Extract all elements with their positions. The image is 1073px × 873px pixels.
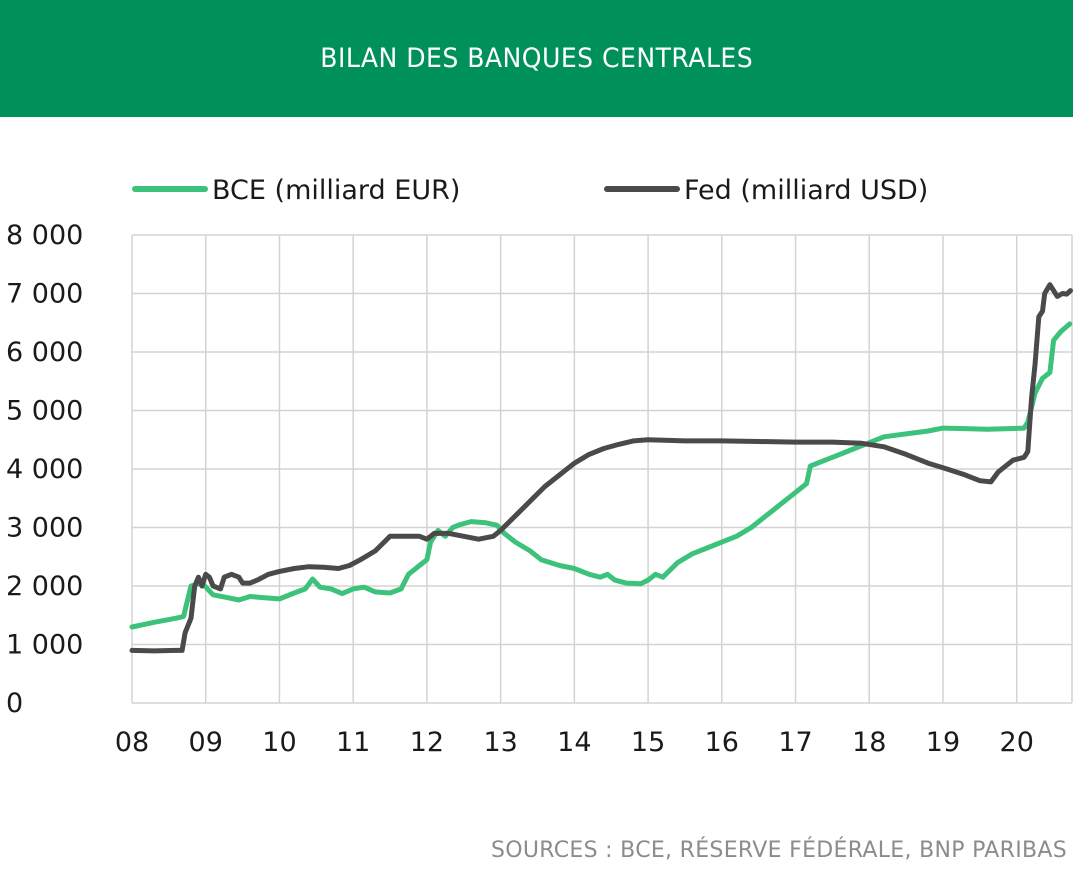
- y-tick-label: 6 000: [6, 337, 83, 368]
- x-tick-label: 19: [926, 727, 960, 758]
- x-tick-label: 18: [852, 727, 886, 758]
- series-lines: [129, 282, 1073, 654]
- series-line-bce: [129, 321, 1073, 630]
- x-tick-label: 16: [705, 727, 739, 758]
- y-tick-label: 5 000: [6, 396, 83, 427]
- y-tick-label: 3 000: [6, 513, 83, 544]
- y-tick-label: 1 000: [6, 630, 83, 661]
- source-note: SOURCES : BCE, RÉSERVE FÉDÉRALE, BNP PAR…: [490, 838, 1067, 863]
- y-tick-label: 0: [6, 688, 23, 719]
- legend: BCE (milliard EUR) Fed (milliard USD): [132, 175, 928, 206]
- x-tick-label: 12: [410, 727, 444, 758]
- legend-label-bce: BCE (milliard EUR): [212, 175, 460, 206]
- legend-label-fed: Fed (milliard USD): [684, 175, 928, 206]
- x-tick-label: 15: [631, 727, 665, 758]
- x-axis-ticks: 08 09 10 11 12 13 14 15 16 17 18 19 20: [115, 727, 1034, 758]
- chart-title: BILAN DES BANQUES CENTRALES: [320, 43, 753, 74]
- chart-header-band: BILAN DES BANQUES CENTRALES: [0, 0, 1073, 117]
- y-tick-label: 8 000: [6, 220, 83, 251]
- x-tick-label: 09: [189, 727, 223, 758]
- x-tick-label: 20: [1000, 727, 1034, 758]
- x-tick-label: 17: [778, 727, 812, 758]
- series-line-fed: [129, 282, 1073, 654]
- x-tick-label: 14: [557, 727, 591, 758]
- y-axis-ticks: 0 1 000 2 000 3 000 4 000 5 000 6 000 7 000 8 00…: [6, 220, 83, 719]
- x-tick-label: 10: [262, 727, 296, 758]
- y-tick-label: 2 000: [6, 571, 83, 602]
- y-tick-label: 4 000: [6, 454, 83, 485]
- y-tick-label: 7 000: [6, 279, 83, 310]
- x-tick-label: 13: [483, 727, 517, 758]
- x-tick-label: 08: [115, 727, 149, 758]
- x-tick-label: 11: [336, 727, 370, 758]
- grid: [131, 234, 1073, 704]
